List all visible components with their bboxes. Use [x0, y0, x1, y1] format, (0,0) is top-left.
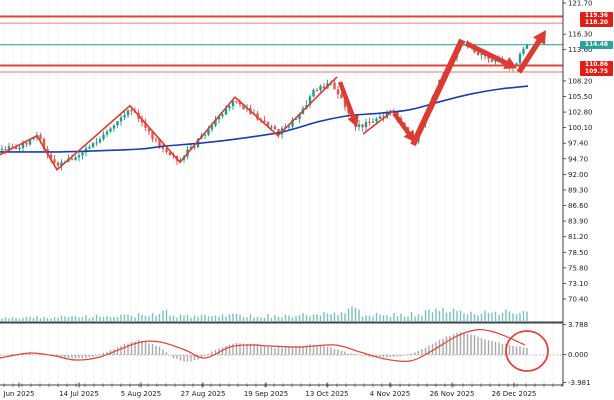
price-tick-label: 89.30: [568, 186, 588, 194]
date-tick-label: 14 Jul 2025: [59, 390, 99, 398]
price-badge-resistance-upper: 119.36: [580, 12, 613, 21]
price-tick-label: 97.40: [568, 140, 588, 148]
price-tick-label: 105.50: [568, 93, 593, 101]
price-tick-label: 78.50: [568, 249, 588, 257]
price-tick-label: 116.30: [568, 31, 593, 39]
date-tick-label: 13 Oct 2025: [305, 390, 348, 398]
moving-average-line: [0, 85, 529, 153]
price-tick-label: 108.20: [568, 77, 593, 85]
indicator-scale-label: 3.788: [568, 321, 588, 329]
price-badge-support-lower: 109.75: [580, 67, 613, 76]
price-tick-label: 100.10: [568, 124, 593, 132]
price-tick-label: 121.70: [568, 0, 593, 8]
price-tick-label: 86.60: [568, 202, 588, 210]
price-badge-resistance-lower: 118.20: [580, 19, 613, 27]
zigzag-trendlines: [0, 76, 394, 172]
price-tick-label: 113.60: [568, 46, 593, 54]
date-tick-label: 4 Nov 2025: [370, 390, 410, 398]
highlight-circle-icon: [505, 330, 549, 372]
price-tick-label: 102.80: [568, 109, 593, 117]
indicator-scale-label: 0.000: [568, 351, 588, 359]
indicator-scale-label: -3.981: [568, 379, 591, 387]
price-tick-label: 92.00: [568, 171, 588, 179]
price-tick-label: 75.80: [568, 264, 588, 272]
date-tick-label: 19 Sep 2025: [244, 390, 288, 398]
date-tick-label: Jun 2025: [3, 390, 35, 398]
time-axis-labels[interactable]: Jun 2025 14 Jul 2025 5 Aug 2025 27 Aug 2025…: [3, 382, 537, 399]
axes-frame: [0, 0, 564, 387]
volume-histogram: [1, 306, 528, 321]
price-tick-label: 94.70: [568, 155, 588, 163]
horizontal-level-lines[interactable]: [0, 15, 563, 73]
trend-arrows: [337, 30, 546, 147]
date-tick-label: 27 Aug 2025: [181, 390, 226, 398]
date-tick-label: 5 Aug 2025: [121, 390, 161, 398]
osma-indicator: [0, 328, 563, 363]
price-badge-support-upper: 110.86: [580, 61, 613, 70]
grid-layer: [3, 0, 563, 385]
price-badge-current-price: 114.48: [580, 40, 613, 49]
date-tick-label: 26 Dec 2025: [492, 390, 537, 398]
price-axis-labels[interactable]: 121.70 116.30 113.60 108.20 105.50 102.80 100.…: [563, 0, 593, 387]
price-tick-label: 83.90: [568, 218, 588, 226]
price-tick-label: 70.40: [568, 296, 588, 304]
price-tick-label: 81.20: [568, 233, 588, 241]
price-tick-label: 73.10: [568, 280, 588, 288]
date-tick-label: 26 Nov 2025: [430, 390, 475, 398]
